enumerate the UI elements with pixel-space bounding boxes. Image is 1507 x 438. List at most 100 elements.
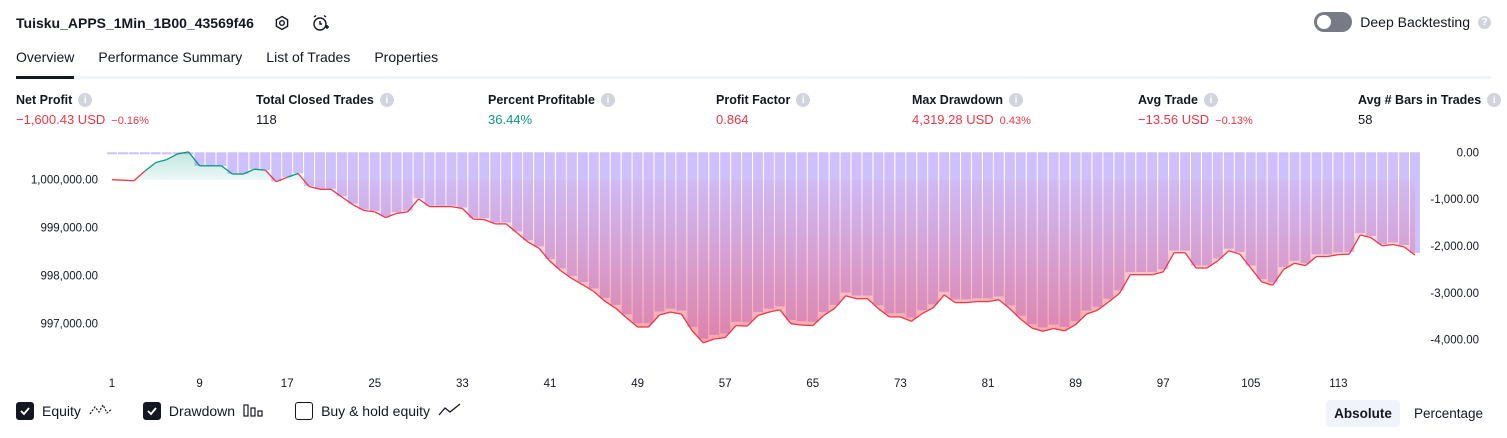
drawdown-bar: [304, 152, 314, 186]
x-axis-tick-label: 89: [1069, 378, 1082, 390]
equity-line-segment: [396, 211, 408, 214]
info-icon[interactable]: i: [600, 93, 615, 107]
metric-label-text: Net Profit: [16, 93, 73, 107]
metric-value: 0.864: [716, 112, 810, 127]
info-icon[interactable]: i: [78, 93, 93, 107]
checkbox[interactable]: [16, 402, 34, 420]
right-axis-tick-label: -3,000.00: [1430, 288, 1479, 300]
metric-value: 4,319.28 USD 0.43%: [912, 112, 1031, 127]
strategy-name: Tuisku_APPS_1Min_1B00_43569f46: [16, 15, 254, 31]
drawdown-bar: [337, 152, 347, 197]
equity-line-segment: [714, 336, 726, 340]
x-axis-tick-label: 113: [1329, 378, 1347, 390]
equity-line-segment: [188, 151, 201, 167]
equity-line-segment: [1250, 267, 1263, 283]
equity-line-segment: [1261, 281, 1273, 286]
checkbox[interactable]: [295, 402, 314, 420]
equity-line-segment: [670, 311, 682, 315]
metric-max-drawdown: Max Drawdown i 4,319.28 USD 0.43%: [912, 93, 1031, 127]
equity-line-segment: [812, 315, 825, 327]
equity-line-segment: [615, 307, 628, 319]
metric-value-text: 4,319.28 USD: [912, 112, 994, 127]
equity-line-segment: [1228, 250, 1240, 255]
equity-line-segment: [966, 300, 978, 304]
drawdown-bar: [315, 152, 325, 189]
metric-label-text: Total Closed Trades: [256, 93, 374, 107]
tab-properties[interactable]: Properties: [374, 49, 439, 65]
info-icon[interactable]: i: [796, 93, 811, 107]
drawdown-bar: [435, 152, 446, 206]
equity-line-segment: [703, 338, 715, 344]
info-icon[interactable]: i: [1009, 93, 1023, 107]
equity-line-segment: [264, 169, 277, 183]
equity-line-segment: [418, 198, 430, 208]
equity-line-segment: [1239, 253, 1252, 269]
drawdown-bars-icon: [243, 403, 265, 420]
equity-line-segment: [943, 294, 956, 304]
equity-line-segment: [1009, 308, 1022, 320]
equity-line-segment: [736, 324, 748, 327]
gear-icon[interactable]: [272, 13, 292, 33]
equity-line-segment: [505, 223, 518, 234]
legend-label: Buy & hold equity: [321, 403, 431, 419]
equity-line-segment: [363, 209, 375, 213]
equity-line-segment: [1294, 262, 1306, 267]
mode-absolute[interactable]: Absolute: [1326, 400, 1400, 427]
x-axis-tick-label: 41: [544, 378, 557, 390]
drawdown-bar: [249, 152, 260, 170]
legend-buy-hold-equity-toggle[interactable]: Buy & hold equity: [295, 402, 462, 420]
metric-value-text: 58: [1358, 112, 1373, 127]
equity-line-segment: [221, 165, 233, 175]
drawdown-bar: [413, 152, 424, 199]
equity-line-segment: [407, 198, 420, 213]
legend-label: Equity: [42, 403, 81, 419]
checkbox[interactable]: [142, 402, 161, 420]
equity-line-segment: [724, 325, 737, 339]
right-axis-tick-label: -1,000.00: [1430, 194, 1479, 206]
equity-line-segment: [374, 211, 387, 219]
chart-legend: Equity Drawdown Buy & hold equity: [16, 402, 462, 420]
mode-percentage[interactable]: Percentage: [1413, 406, 1483, 421]
equity-line-segment: [516, 232, 529, 243]
tab-bar: Overview Performance Summary List of Trade…: [16, 46, 1491, 79]
x-axis-tick-label: 25: [368, 378, 381, 390]
equity-line-segment: [1107, 292, 1120, 303]
drawdown-bar: [161, 152, 172, 155]
info-icon[interactable]: i: [1203, 93, 1218, 107]
x-axis-tick-label: 57: [719, 378, 732, 390]
x-axis-tick-label: 73: [894, 378, 907, 390]
deep-backtesting: Deep Backtesting ?: [1314, 12, 1491, 32]
equity-line-segment: [527, 241, 540, 249]
equity-loss-area: [112, 179, 1415, 343]
equity-line-segment: [297, 173, 310, 187]
equity-line-segment: [1162, 252, 1175, 273]
tab-list-of-trades[interactable]: List of Trades: [266, 49, 351, 65]
tab-performance-summary[interactable]: Performance Summary: [98, 49, 243, 65]
deep-backtesting-toggle[interactable]: [1314, 12, 1353, 32]
x-axis-tick-label: 81: [982, 378, 995, 390]
info-icon[interactable]: i: [1487, 93, 1502, 107]
equity-line-segment: [1382, 243, 1394, 247]
x-axis-tick-label: 97: [1157, 378, 1170, 390]
equity-line-segment: [987, 299, 1000, 303]
metric-value: 36.44%: [488, 112, 615, 127]
metric-value-text: −1,600.43 USD: [16, 112, 106, 127]
equity-line-segment: [352, 204, 365, 211]
equity-line-segment: [111, 179, 123, 181]
help-icon[interactable]: ?: [1478, 15, 1491, 29]
info-icon[interactable]: i: [379, 93, 394, 107]
drawdown-bar: [424, 152, 435, 206]
legend-equity-toggle[interactable]: Equity: [16, 402, 113, 420]
legend-drawdown-toggle[interactable]: Drawdown: [142, 402, 265, 420]
x-axis-tick-label: 17: [281, 378, 294, 390]
tab-overview[interactable]: Overview: [16, 46, 75, 79]
equity-line-segment: [1338, 253, 1350, 256]
metric-label: Avg # Bars in Trades i: [1358, 93, 1502, 107]
equity-line-segment: [341, 196, 354, 206]
equity-line-segment: [1348, 234, 1361, 255]
drawdown-bar: [118, 152, 128, 155]
equity-line-segment: [867, 298, 879, 310]
alarm-clock-plus-icon[interactable]: [310, 13, 330, 33]
drawdown-bar: [238, 152, 249, 174]
drawdown-bar: [107, 152, 117, 155]
